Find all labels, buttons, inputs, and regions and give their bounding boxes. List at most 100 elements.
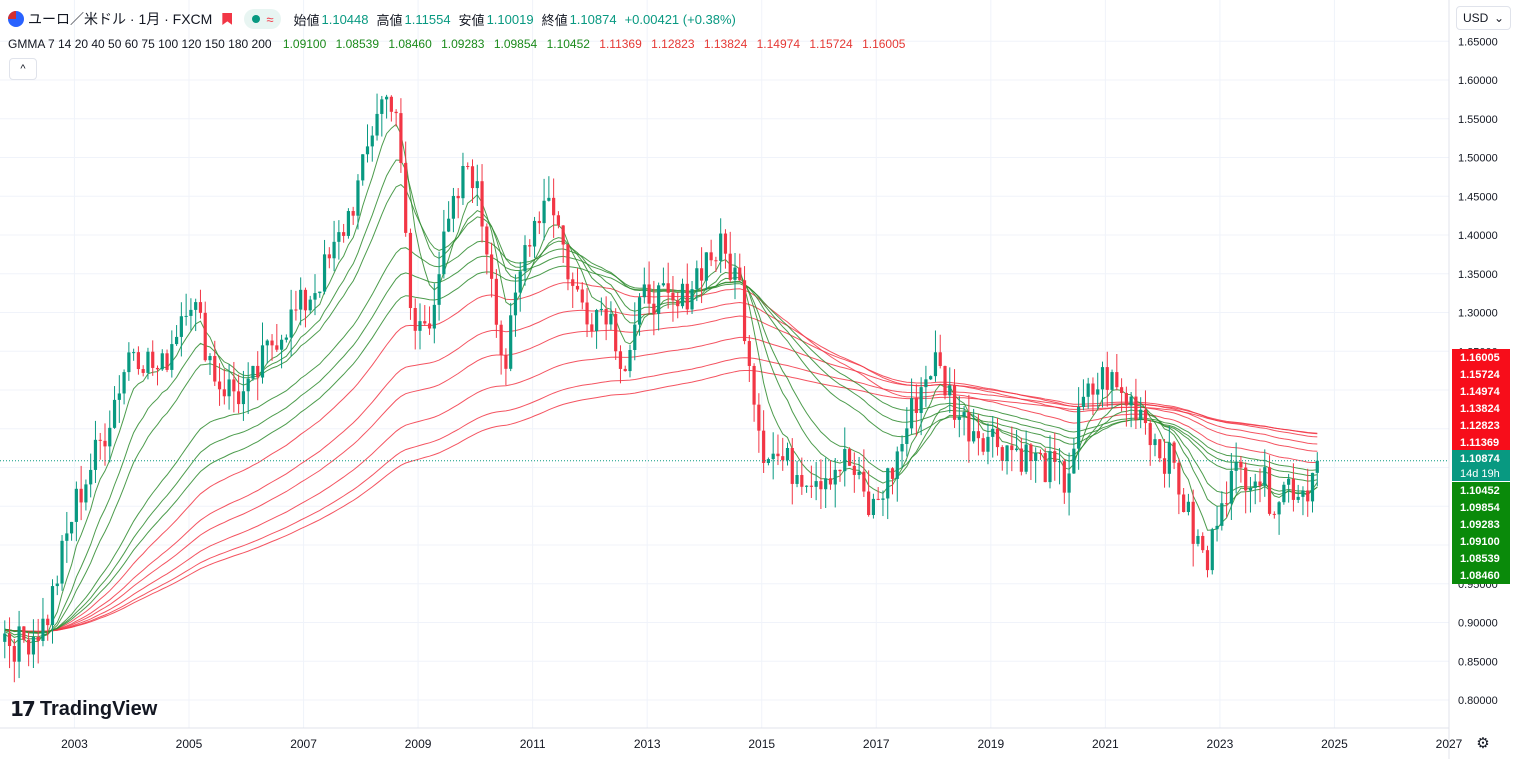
candle-body: [933, 352, 938, 377]
candle-body: [50, 586, 55, 626]
candle-body: [929, 376, 933, 380]
gmma-short-value: 1.09854: [493, 37, 538, 51]
candle-body: [1091, 383, 1095, 395]
candle-body: [867, 491, 871, 516]
candle-body: [1244, 467, 1248, 491]
indicator-name[interactable]: GMMA 7 14 20 40 50 60 75 100 120 150 180…: [8, 37, 272, 51]
candle-body: [108, 427, 112, 447]
candle-body: [1291, 478, 1296, 500]
candle-body: [1105, 367, 1109, 390]
high-value: 1.11554: [404, 11, 451, 27]
candle-body: [361, 154, 365, 181]
candle-body: [1115, 372, 1119, 388]
brand-logo[interactable]: 17 TradingView: [10, 697, 157, 721]
candle-body: [174, 336, 179, 345]
candle-body: [742, 280, 747, 342]
settings-gear-icon[interactable]: ⚙: [1476, 735, 1490, 752]
candle-body: [771, 453, 775, 460]
candle-body: [342, 232, 346, 236]
collapse-legend-button[interactable]: ^: [9, 58, 37, 80]
candle-body: [604, 308, 608, 325]
candle-body: [852, 465, 856, 475]
open-label: 始値: [293, 12, 320, 28]
time-axis[interactable]: 2003 2005 2007 2009 2011 2013 2015 2017 2019 2021…: [0, 727, 1463, 751]
candle-body: [227, 379, 231, 397]
symbol-title[interactable]: ユーロ／米ドル · 1月 · FXCM: [28, 11, 213, 27]
candle-body: [69, 521, 74, 534]
candle-body: [499, 324, 503, 356]
candle-body: [375, 113, 379, 136]
candle-body: [594, 309, 599, 332]
candle-body: [12, 646, 16, 662]
candle-body: [332, 241, 336, 259]
delayed-wave-icon: ≈: [266, 11, 274, 27]
market-open-dot-icon: [252, 15, 261, 23]
candle-body: [986, 436, 990, 452]
candle-body: [733, 267, 737, 280]
candle-body: [308, 299, 312, 311]
candle-body: [494, 278, 498, 325]
gmma-short-badge-label: 1.09283: [1460, 519, 1500, 531]
gmma-short-badge: [1452, 516, 1510, 533]
candle-body: [1224, 503, 1229, 505]
gmma-short-line: [4, 123, 1318, 645]
flag-icon[interactable]: [222, 13, 233, 25]
candle-body: [451, 195, 456, 219]
candle-body: [322, 254, 327, 292]
candle-body: [995, 428, 1000, 448]
candle-body: [251, 365, 255, 379]
time-tick-label: 2003: [61, 737, 88, 751]
candle-body: [1172, 442, 1176, 463]
candle-body: [327, 254, 331, 259]
price-tick-label: 0.85000: [1458, 656, 1498, 668]
candle-body: [542, 200, 546, 224]
gmma-long-badge-label: 1.12823: [1460, 420, 1500, 432]
gmma-short-line: [4, 183, 1318, 638]
candle-body: [103, 440, 107, 447]
market-status[interactable]: ≈: [244, 9, 282, 29]
indicator-legend[interactable]: GMMA 7 14 20 40 50 60 75 100 120 150 180…: [8, 37, 911, 51]
candle-body: [203, 312, 207, 361]
candle-body: [614, 313, 618, 352]
candle-body: [637, 297, 642, 325]
candle-body: [1234, 461, 1238, 471]
candle-body: [800, 475, 804, 487]
candle-body: [208, 356, 212, 361]
candle-body: [198, 302, 203, 313]
candle-body: [136, 352, 141, 370]
time-tick-label: 2021: [1092, 737, 1119, 751]
candle-body: [1315, 460, 1319, 473]
candle-body: [671, 292, 675, 301]
gmma-long-line: [4, 301, 1318, 633]
candle-body: [1024, 444, 1028, 472]
candle-body: [485, 226, 489, 255]
candle-body: [241, 391, 246, 405]
candle-body: [738, 267, 742, 281]
candle-body: [132, 352, 136, 354]
candle-body: [900, 444, 904, 452]
candle-body: [967, 412, 971, 442]
candle-body: [84, 484, 88, 503]
candle-body: [1229, 470, 1233, 504]
price-tick-label: 1.35000: [1458, 269, 1498, 281]
candle-body: [1100, 367, 1105, 390]
candle-body: [824, 478, 828, 490]
candle-body: [976, 431, 981, 439]
candle-body: [566, 244, 570, 280]
candle-body: [1201, 535, 1205, 551]
candle-body: [838, 469, 842, 472]
gmma-long-badge: [1452, 434, 1510, 451]
candle-body: [27, 639, 31, 655]
candle-body: [1263, 467, 1267, 486]
currency-select[interactable]: USD ⌄: [1456, 6, 1511, 30]
candle-body: [666, 283, 670, 293]
candle-body: [833, 469, 837, 485]
gmma-long-value: 1.14974: [756, 37, 800, 51]
candle-body: [575, 285, 580, 290]
candle-body: [117, 393, 121, 400]
candle-body: [356, 180, 360, 216]
gmma-long-group: [4, 282, 1318, 633]
candle-body: [1162, 458, 1167, 474]
candle-body: [547, 197, 551, 201]
